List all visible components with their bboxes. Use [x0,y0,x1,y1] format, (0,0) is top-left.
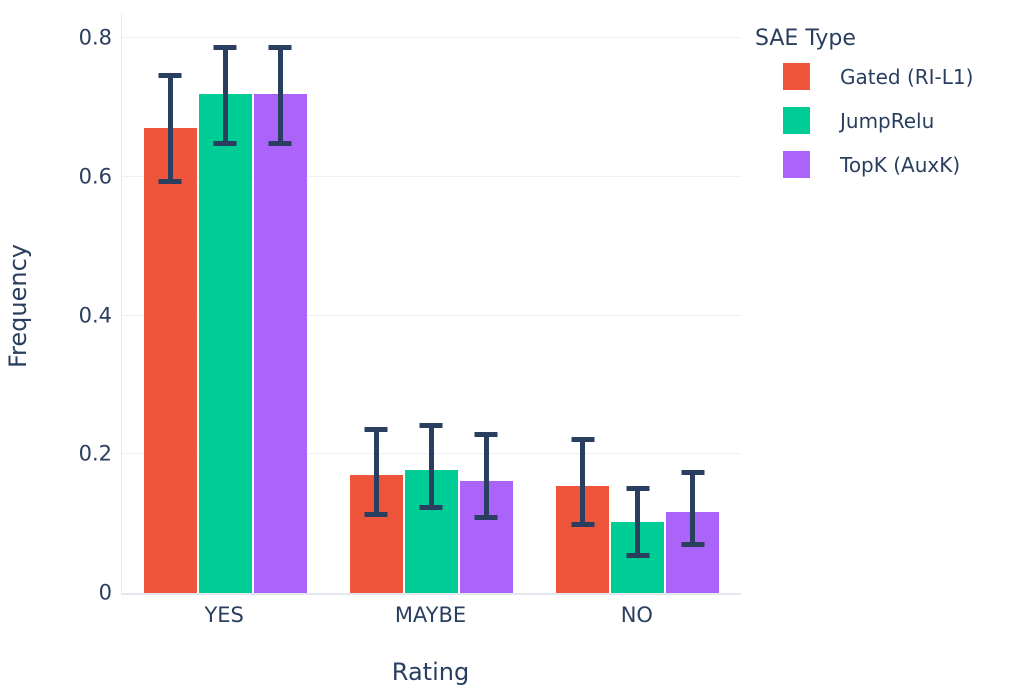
error-bar [571,437,595,528]
legend-item-gated-ri-l1[interactable]: Gated (RI-L1) [783,63,973,90]
bar-topk-auxk-yes[interactable] [253,93,307,593]
legend-item-jumprelu[interactable]: JumpRelu [783,107,973,134]
x-axis-title: Rating [391,658,470,686]
x-tick-label-yes: YES [204,603,244,627]
plot-area: 0 0.2 0.4 0.6 0.8 [79,14,741,603]
x-axis-tick-labels: YES MAYBE NO [121,603,740,627]
legend-swatch-icon [783,63,810,90]
y-tick-label-0.8: 0.8 [78,25,112,50]
legend-item-label: JumpRelu [840,108,935,133]
error-bar [158,72,182,184]
error-bar [419,423,443,510]
bar-slot [666,14,720,593]
bar-slot [198,14,252,593]
legend-items: Gated (RI-L1) JumpRelu TopK (AuxK) [783,63,973,178]
x-tick-label-maybe: MAYBE [394,603,467,627]
bar-slot [404,14,458,593]
y-axis-title: Frequency [4,244,32,368]
legend-item-label: Gated (RI-L1) [840,64,974,89]
y-tick-label-0.6: 0.6 [78,164,112,189]
x-axis-zero-line [121,593,741,595]
gridline-y-0.6 [122,175,741,177]
bar-group-maybe [328,14,534,593]
bar-group-no [535,14,741,593]
error-bar [213,45,237,146]
bar-group-yes [122,14,328,593]
legend-item-label: TopK (AuxK) [840,152,961,177]
bar-groups [122,14,741,593]
error-bar [268,45,292,146]
x-tick-label-no: NO [620,603,653,627]
legend: SAE Type Gated (RI-L1) JumpRelu TopK (AuxK… [755,26,973,178]
gridline-y-0.8 [122,37,741,39]
y-tick-label-0.4: 0.4 [78,303,112,328]
bar-jumprelu-yes[interactable] [198,93,252,593]
y-tick-label-0.2: 0.2 [78,441,112,466]
error-bar [364,426,388,517]
bar-slot [143,14,197,593]
legend-item-topk-auxk[interactable]: TopK (AuxK) [783,151,973,178]
gridline-y-0.4 [122,314,741,316]
bar-slot [611,14,665,593]
y-tick-label-0: 0 [98,580,112,605]
error-bar [681,469,705,548]
bar-slot [349,14,403,593]
error-bar [626,485,650,559]
bar-slot [556,14,610,593]
bar-slot [253,14,307,593]
error-bar [474,432,498,521]
bar-gated-ri-l1-yes[interactable] [143,128,197,593]
legend-swatch-icon [783,151,810,178]
legend-title: SAE Type [755,26,856,51]
bar-slot [459,14,513,593]
legend-swatch-icon [783,107,810,134]
